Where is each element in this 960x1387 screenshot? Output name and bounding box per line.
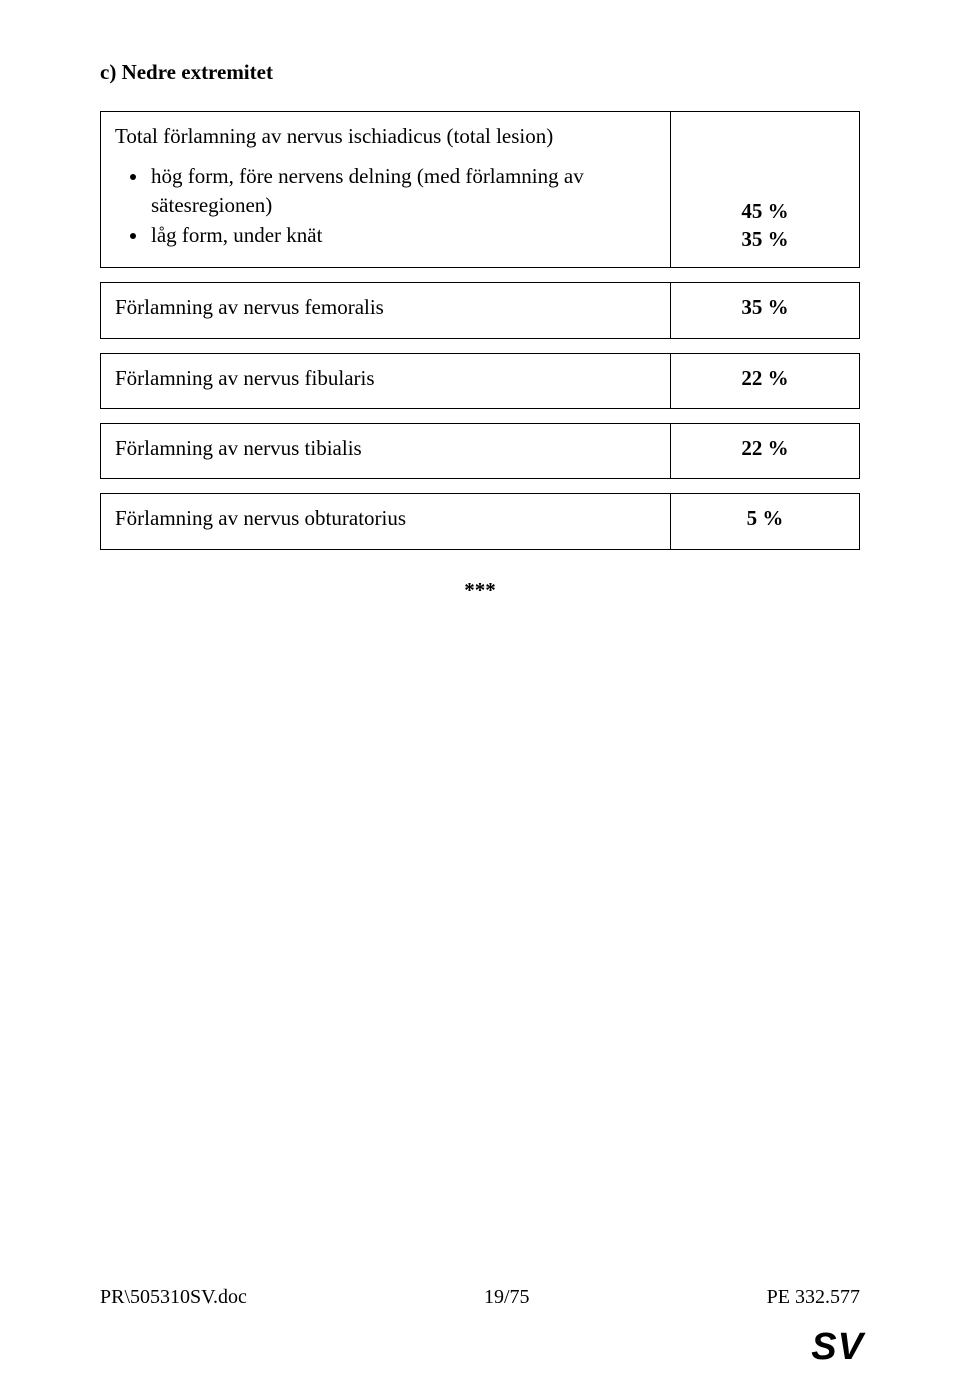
language-mark: SV (811, 1326, 864, 1369)
section-heading: c) Nedre extremitet (100, 60, 860, 85)
ischiadicus-cell: Total förlamning av nervus ischiadicus (… (101, 112, 671, 268)
page-footer: PR\505310SV.doc 19/75 PE 332.577 (100, 1286, 860, 1309)
page: c) Nedre extremitet Total förlamning av … (0, 0, 960, 1387)
row-value: 35 % (671, 283, 860, 338)
row-value: 22 % (671, 353, 860, 408)
list-item: hög form, före nervens delning (med förl… (149, 162, 656, 219)
row-value: 5 % (671, 494, 860, 549)
table-fibularis: Förlamning av nervus fibularis 22 % (100, 353, 860, 409)
row-label: Förlamning av nervus obturatorius (101, 494, 671, 549)
ischiadicus-values: 45 % 35 % (671, 112, 860, 268)
footer-center: 19/75 (484, 1286, 530, 1309)
value-text: 45 % (741, 197, 788, 225)
footer-left: PR\505310SV.doc (100, 1286, 247, 1309)
row-label: Förlamning av nervus fibularis (101, 353, 671, 408)
row-label: Förlamning av nervus femoralis (101, 283, 671, 338)
value-text: 35 % (741, 225, 788, 253)
ischiadicus-bullets: hög form, före nervens delning (med förl… (115, 162, 656, 249)
ischiadicus-subhead: Total förlamning av nervus ischiadicus (… (115, 122, 656, 150)
table-ischiadicus: Total förlamning av nervus ischiadicus (… (100, 111, 860, 268)
table-obturatorius: Förlamning av nervus obturatorius 5 % (100, 493, 860, 549)
footer-right: PE 332.577 (767, 1286, 860, 1309)
row-label: Förlamning av nervus tibialis (101, 424, 671, 479)
section-separator: *** (100, 578, 860, 603)
table-femoralis: Förlamning av nervus femoralis 35 % (100, 282, 860, 338)
table-tibialis: Förlamning av nervus tibialis 22 % (100, 423, 860, 479)
row-value: 22 % (671, 424, 860, 479)
list-item: låg form, under knät (149, 221, 656, 249)
